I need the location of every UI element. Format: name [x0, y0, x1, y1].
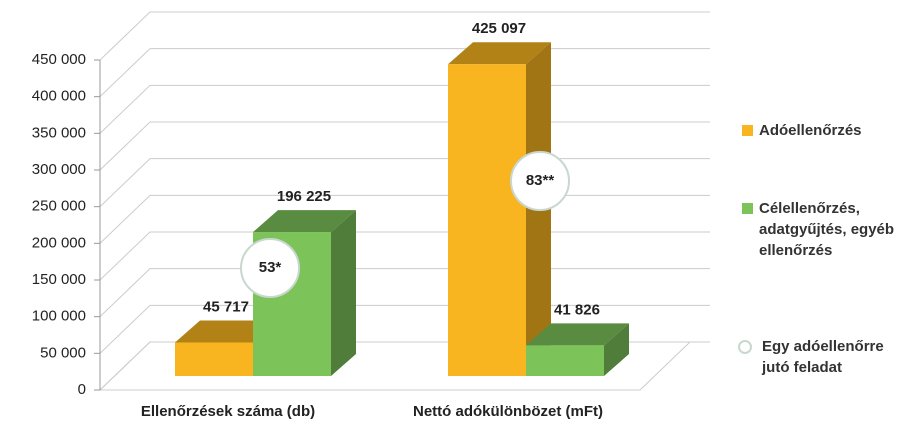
- legend-swatch: [742, 203, 753, 214]
- x-tick-label: Nettó adókülönbözet (mFt): [413, 403, 603, 420]
- grid-line: [99, 11, 710, 61]
- x-tick-label: Ellenőrzések száma (db): [141, 403, 315, 420]
- y-tick-label: 250 000: [32, 198, 86, 215]
- legend-label: Adóellenőrzés: [759, 122, 862, 139]
- data-label: 41 826: [554, 301, 600, 318]
- legend-swatch: [742, 125, 753, 136]
- grid-line: [99, 158, 710, 208]
- bar: [526, 345, 604, 376]
- y-tick-label: 50 000: [40, 344, 86, 361]
- y-tick-label: 350 000: [32, 124, 86, 141]
- annotation: 53*: [259, 259, 282, 276]
- bar-top: [448, 42, 551, 65]
- grid-line: [99, 84, 710, 134]
- grid-line: [99, 121, 710, 171]
- grid-line: [99, 231, 710, 281]
- bar: [448, 64, 526, 376]
- annotation: 83**: [526, 172, 555, 189]
- y-tick-label: 300 000: [32, 161, 86, 178]
- y-tick-label: 0: [78, 381, 86, 398]
- data-label: 196 225: [277, 188, 331, 205]
- annotation-circle: [510, 151, 570, 211]
- bar-top: [526, 323, 629, 346]
- grid-line: [99, 194, 710, 244]
- bar-side: [604, 323, 629, 376]
- y-tick-label: 150 000: [32, 271, 86, 288]
- legend-label: Egy adóellenőrre jutó feladat: [762, 338, 884, 376]
- data-label: 45 717: [203, 298, 249, 315]
- legend-circle: [738, 340, 752, 354]
- data-label: 425 097: [472, 20, 526, 37]
- legend-label: Célellenőrzés, adatgyűjtés, egyéb ellenő…: [759, 200, 895, 259]
- y-tick-label: 450 000: [32, 51, 86, 68]
- bar-top: [175, 320, 278, 343]
- y-tick-label: 200 000: [32, 234, 86, 251]
- grid-line: [99, 268, 710, 318]
- y-tick-label: 400 000: [32, 88, 86, 105]
- grid-line: [99, 48, 710, 98]
- bar-top: [253, 210, 356, 233]
- bar: [175, 342, 253, 376]
- bar-side: [331, 210, 356, 376]
- annotation-circle: [240, 238, 300, 298]
- y-tick-label: 100 000: [32, 308, 86, 325]
